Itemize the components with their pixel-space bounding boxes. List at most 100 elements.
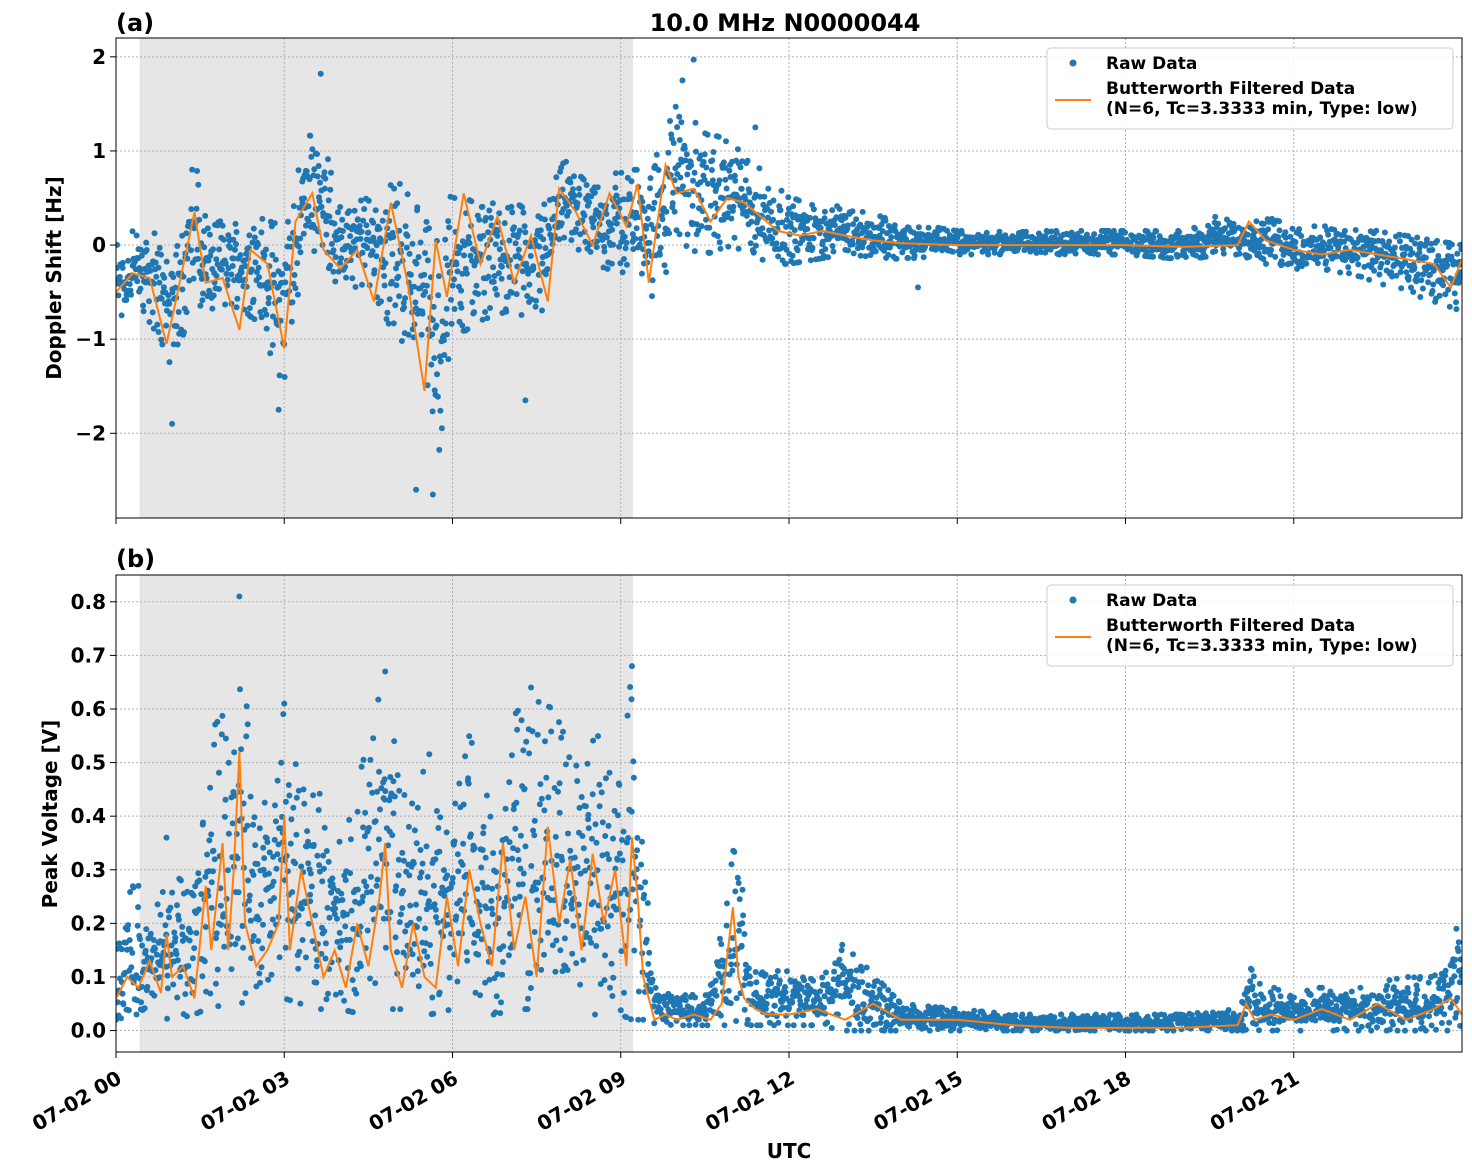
raw-data-point bbox=[1149, 1027, 1156, 1034]
raw-data-point bbox=[553, 861, 560, 868]
raw-data-point bbox=[1256, 980, 1263, 987]
raw-data-point bbox=[716, 177, 723, 184]
raw-data-point bbox=[264, 279, 271, 286]
raw-data-point bbox=[490, 278, 497, 285]
raw-data-point bbox=[268, 930, 274, 936]
raw-data-point bbox=[522, 397, 529, 404]
raw-data-point bbox=[402, 928, 409, 935]
raw-data-point bbox=[239, 999, 246, 1006]
raw-data-point bbox=[118, 1015, 124, 1022]
raw-data-point bbox=[479, 203, 486, 210]
raw-data-point bbox=[422, 288, 429, 295]
raw-data-point bbox=[486, 207, 493, 214]
raw-data-point bbox=[748, 218, 755, 225]
raw-data-point bbox=[724, 210, 731, 217]
raw-data-point bbox=[956, 1027, 963, 1034]
raw-data-point bbox=[478, 936, 485, 943]
raw-data-point bbox=[725, 243, 732, 250]
raw-data-point bbox=[152, 945, 158, 952]
raw-data-point bbox=[641, 208, 648, 214]
raw-data-point bbox=[535, 879, 542, 886]
raw-data-point bbox=[315, 807, 322, 813]
raw-data-point bbox=[573, 762, 580, 769]
panel-b: (b) Peak Voltage [V] UTC 0.00.10.20.30.4… bbox=[28, 545, 1463, 1163]
raw-data-point bbox=[385, 842, 392, 849]
raw-data-point bbox=[140, 308, 147, 315]
raw-data-point bbox=[454, 268, 461, 275]
raw-data-point bbox=[1301, 1000, 1308, 1007]
raw-data-point bbox=[541, 216, 548, 223]
raw-data-point bbox=[448, 296, 454, 303]
raw-data-point bbox=[331, 911, 338, 918]
raw-data-point bbox=[695, 227, 702, 234]
raw-data-point bbox=[361, 206, 368, 212]
raw-data-point bbox=[1070, 1013, 1077, 1020]
raw-data-point bbox=[1170, 1027, 1177, 1034]
raw-data-point bbox=[1247, 978, 1254, 985]
raw-data-point bbox=[709, 177, 716, 184]
raw-data-point bbox=[336, 929, 343, 936]
raw-data-point bbox=[206, 289, 213, 296]
raw-data-point bbox=[330, 885, 337, 892]
raw-data-point bbox=[183, 230, 190, 237]
raw-data-point bbox=[860, 239, 867, 246]
raw-data-point bbox=[298, 863, 305, 870]
raw-data-point bbox=[638, 270, 645, 277]
raw-data-point bbox=[225, 830, 232, 837]
raw-data-point bbox=[469, 299, 476, 306]
raw-data-point bbox=[443, 305, 450, 312]
raw-data-point bbox=[261, 306, 268, 313]
raw-data-point bbox=[211, 741, 218, 748]
raw-data-point bbox=[278, 759, 285, 766]
raw-data-point bbox=[129, 949, 136, 956]
raw-data-point bbox=[821, 208, 828, 215]
raw-data-point bbox=[692, 119, 699, 126]
raw-data-point bbox=[305, 838, 311, 845]
raw-data-point bbox=[1386, 238, 1393, 245]
raw-data-point bbox=[1409, 250, 1416, 256]
raw-data-point bbox=[282, 798, 289, 805]
raw-data-point bbox=[983, 229, 990, 236]
raw-data-point bbox=[198, 275, 205, 282]
raw-data-point bbox=[747, 980, 754, 987]
raw-data-point bbox=[137, 268, 143, 274]
raw-data-point bbox=[559, 857, 566, 864]
raw-data-point bbox=[853, 216, 860, 223]
raw-data-point bbox=[599, 236, 606, 243]
raw-data-point bbox=[274, 851, 281, 858]
raw-data-point bbox=[607, 984, 613, 991]
raw-data-point bbox=[635, 1016, 642, 1023]
raw-data-point bbox=[256, 825, 263, 832]
raw-data-point bbox=[1128, 1012, 1135, 1019]
raw-data-point bbox=[144, 983, 151, 990]
raw-data-point bbox=[205, 257, 212, 264]
raw-data-point bbox=[1168, 255, 1174, 262]
raw-data-point bbox=[701, 151, 708, 158]
raw-data-point bbox=[233, 229, 240, 235]
raw-data-points bbox=[116, 593, 1462, 1034]
raw-data-point bbox=[630, 758, 637, 765]
raw-data-point bbox=[270, 271, 277, 278]
raw-data-point bbox=[1345, 264, 1352, 271]
raw-data-point bbox=[373, 253, 380, 260]
raw-data-point bbox=[546, 225, 553, 232]
raw-data-point bbox=[309, 146, 316, 153]
raw-data-point bbox=[877, 213, 884, 220]
raw-data-point bbox=[423, 218, 430, 225]
raw-data-point bbox=[429, 491, 436, 498]
raw-data-point bbox=[569, 905, 575, 912]
raw-data-point bbox=[482, 854, 489, 861]
raw-data-point bbox=[233, 241, 239, 248]
raw-data-point bbox=[703, 1012, 710, 1018]
raw-data-point bbox=[718, 941, 725, 948]
raw-data-point bbox=[1215, 220, 1222, 227]
raw-data-point bbox=[1418, 277, 1425, 284]
raw-data-point bbox=[650, 205, 656, 212]
raw-data-point bbox=[512, 825, 519, 832]
raw-data-point bbox=[479, 879, 486, 886]
raw-data-point bbox=[415, 983, 422, 990]
raw-data-point bbox=[418, 869, 425, 876]
raw-data-point bbox=[591, 216, 598, 223]
raw-data-point bbox=[684, 171, 691, 178]
raw-data-point bbox=[1110, 227, 1117, 234]
